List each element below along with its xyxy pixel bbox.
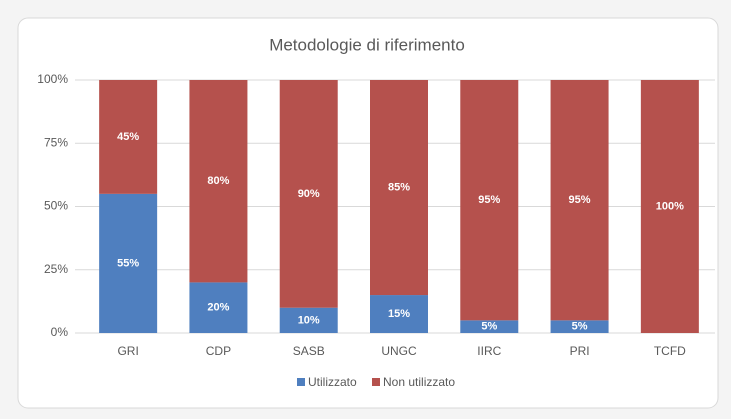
chart-title: Metodologie di riferimento	[269, 35, 465, 54]
data-label: 95%	[478, 194, 500, 206]
bar-segment	[640, 80, 699, 333]
legend-swatch	[297, 378, 305, 386]
x-tick-label: PRI	[570, 344, 590, 358]
legend-swatch	[372, 378, 380, 386]
legend-label: Non utilizzato	[383, 375, 455, 389]
bar-segment	[550, 320, 609, 333]
x-tick-label: GRI	[117, 344, 138, 358]
bar-segment	[370, 80, 428, 296]
bar-segment	[99, 193, 158, 333]
data-label: 20%	[207, 302, 229, 314]
bar-segment	[460, 80, 519, 321]
bar-segment	[279, 80, 338, 308]
bar-segment	[460, 320, 519, 333]
data-label: 10%	[298, 314, 320, 326]
bar-segment	[99, 80, 158, 194]
y-tick-label: 50%	[44, 199, 68, 213]
y-tick-label: 0%	[51, 325, 69, 339]
bar-segment	[189, 282, 248, 333]
data-label: 15%	[388, 308, 410, 320]
y-tick-label: 75%	[44, 135, 68, 149]
data-label: 45%	[117, 131, 139, 143]
x-tick-label: TCFD	[654, 344, 686, 358]
data-label: 95%	[569, 194, 591, 206]
data-label: 90%	[298, 188, 320, 200]
data-label: 100%	[656, 200, 684, 212]
data-label: 80%	[207, 175, 229, 187]
data-label: 5%	[481, 321, 497, 333]
bar-segment	[189, 80, 248, 283]
data-label: 55%	[117, 257, 139, 269]
x-tick-label: SASB	[293, 344, 325, 358]
bar-segment	[550, 80, 609, 321]
x-tick-label: CDP	[206, 344, 231, 358]
legend-label: Utilizzato	[308, 375, 357, 389]
x-tick-label: IIRC	[477, 344, 501, 358]
data-label: 5%	[572, 321, 588, 333]
bar-segment	[279, 307, 338, 333]
bar-segment	[370, 295, 428, 333]
y-tick-label: 25%	[44, 262, 68, 276]
x-tick-label: UNGC	[381, 344, 417, 358]
data-label: 85%	[388, 181, 410, 193]
y-tick-label: 100%	[37, 72, 68, 86]
